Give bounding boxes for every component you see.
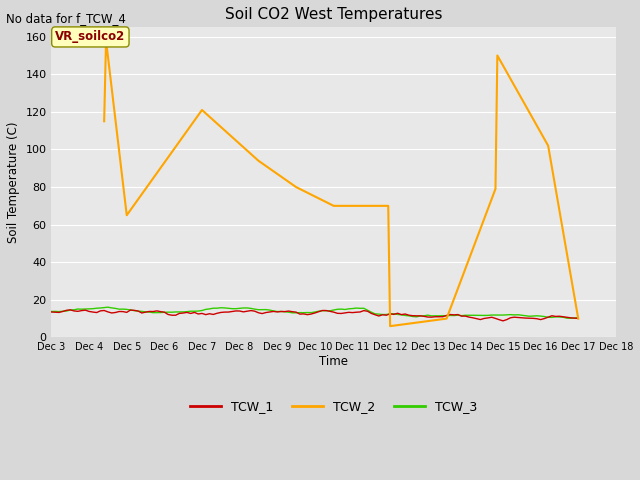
Title: Soil CO2 West Temperatures: Soil CO2 West Temperatures (225, 7, 442, 22)
Y-axis label: Soil Temperature (C): Soil Temperature (C) (7, 121, 20, 243)
Legend: TCW_1, TCW_2, TCW_3: TCW_1, TCW_2, TCW_3 (185, 395, 483, 418)
X-axis label: Time: Time (319, 355, 348, 368)
Text: No data for f_TCW_4: No data for f_TCW_4 (6, 12, 126, 25)
Text: VR_soilco2: VR_soilco2 (55, 30, 125, 43)
